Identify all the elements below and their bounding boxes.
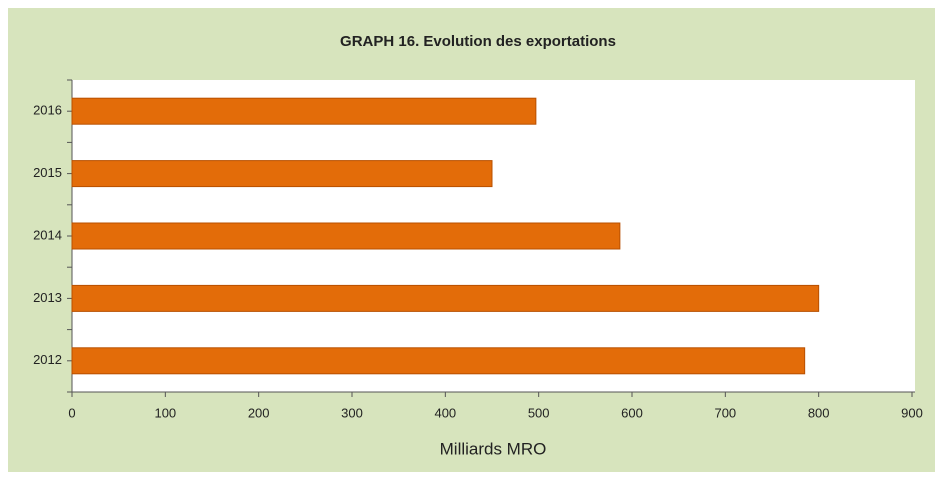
x-tick-label: 400 — [434, 405, 456, 420]
x-tick-label: 200 — [248, 405, 270, 420]
bar — [71, 347, 806, 375]
y-tick-label: 2016 — [33, 103, 62, 118]
x-tick-label: 0 — [68, 405, 75, 420]
x-tick-label: 500 — [528, 405, 550, 420]
x-tick-label: 300 — [341, 405, 363, 420]
x-tick-label: 900 — [901, 405, 923, 420]
x-tick-label: 700 — [714, 405, 736, 420]
bar — [71, 97, 537, 125]
bar — [71, 222, 621, 250]
y-tick-label: 2015 — [33, 165, 62, 180]
x-axis-label: Milliards MRO — [440, 439, 547, 458]
y-tick-label: 2014 — [33, 227, 62, 242]
x-tick-label: 800 — [808, 405, 830, 420]
bar — [71, 284, 820, 312]
x-tick-label: 100 — [154, 405, 176, 420]
chart-title: GRAPH 16. Evolution des exportations — [340, 33, 616, 50]
x-tick-label: 600 — [621, 405, 643, 420]
y-tick-label: 2012 — [33, 352, 62, 367]
y-tick-label: 2013 — [33, 290, 62, 305]
bar — [71, 160, 493, 188]
